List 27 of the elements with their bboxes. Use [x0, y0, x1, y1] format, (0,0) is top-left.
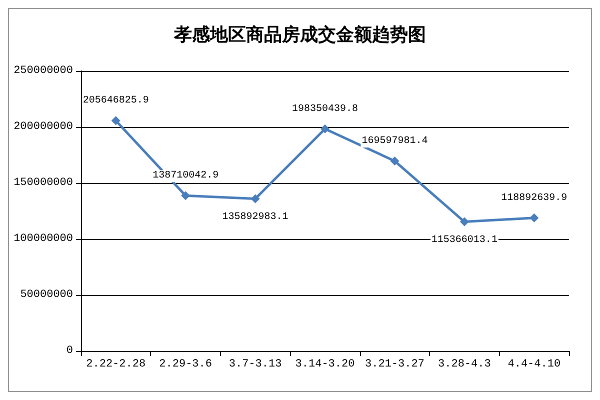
- y-tick-label: 50000000: [20, 289, 73, 301]
- x-tick-label: 2.22-2.28: [86, 358, 146, 370]
- data-label: 198350439.8: [292, 104, 358, 115]
- x-tick-label: 4.4-4.10: [508, 358, 561, 370]
- point: [111, 116, 120, 126]
- data-label: 205646825.9: [82, 96, 149, 107]
- y-tick-label: 100000000: [14, 233, 73, 245]
- chart-title: 孝感地区商品房成交金额趋势图: [173, 24, 426, 46]
- point: [250, 194, 260, 204]
- data-label: 118892639.9: [501, 192, 568, 204]
- y-tick-label: 0: [66, 345, 73, 357]
- data-label: 169597981.4: [362, 136, 428, 148]
- x-tick-label: 3.7-3.13: [228, 358, 282, 370]
- point: [530, 213, 539, 222]
- point: [390, 156, 400, 166]
- x-tick-label: 3.28-4.3: [438, 358, 491, 370]
- data-label: 138710042.9: [152, 170, 219, 182]
- data-label: 115366013.1: [431, 234, 498, 246]
- y-tick-label: 250000000: [14, 65, 73, 77]
- y-tick-label: 150000000: [14, 177, 73, 189]
- point: [460, 217, 469, 226]
- point: [320, 124, 330, 134]
- x-tick-label: 3.21-3.27: [365, 358, 424, 370]
- x-tick-label: 3.14-3.20: [295, 358, 355, 370]
- x-tick-label: 2.29-3.6: [159, 358, 212, 370]
- data-label: 135892983.1: [222, 212, 288, 223]
- y-tick-label: 200000000: [14, 121, 73, 133]
